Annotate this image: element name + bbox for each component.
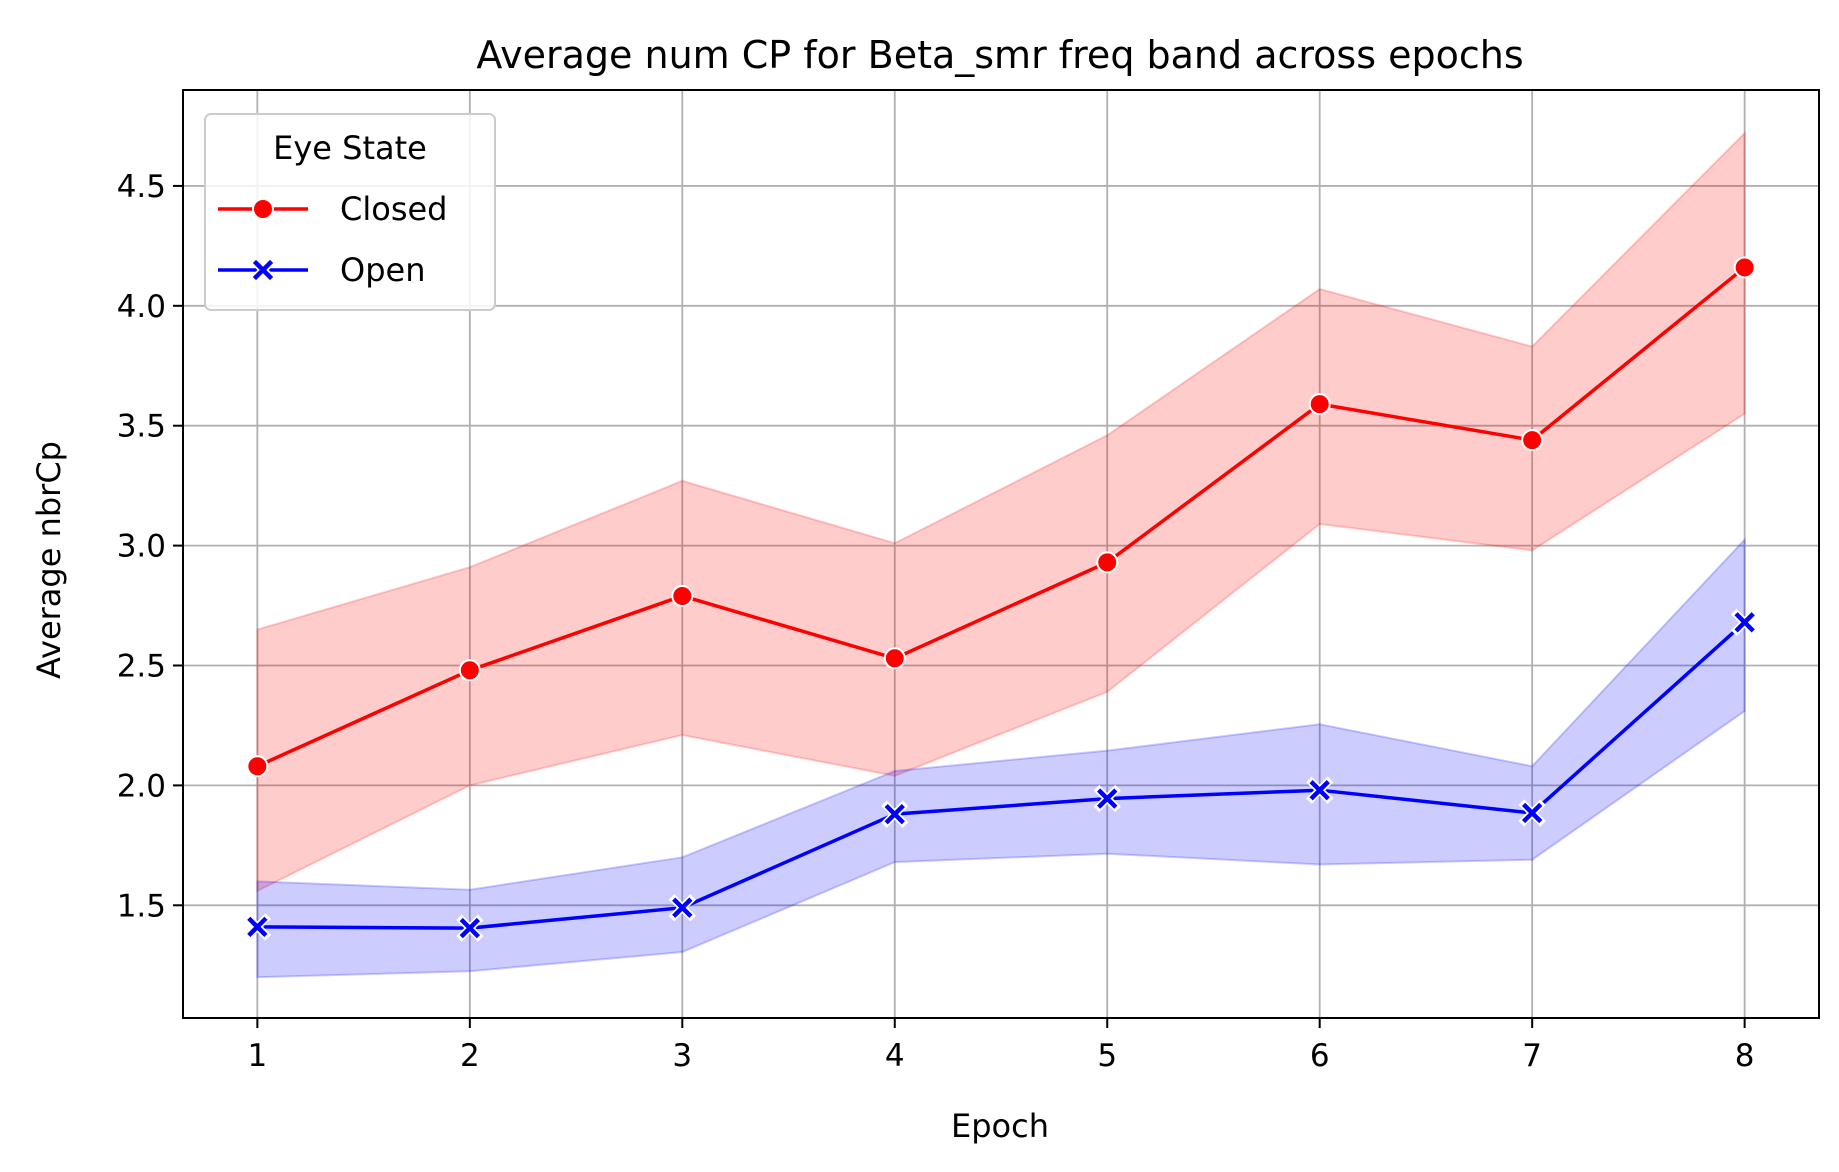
x-tick-label-8: 8 [1735,1038,1755,1074]
point-closed-3 [671,584,694,607]
y-tick-label-6: 4.0 [117,289,166,325]
y-tick-label-4: 3.0 [117,529,166,565]
series-lines [256,266,1746,930]
series-line-closed [256,266,1746,768]
x-axis-label: Epoch [951,1107,1049,1145]
confidence-bands [256,130,1746,979]
grid [183,90,1819,1018]
legend-marker-closed [252,198,274,220]
point-closed-2 [458,659,481,682]
x-tick-label-3: 3 [672,1038,692,1074]
ci-band-closed [256,130,1746,893]
y-tick-label-7: 4.5 [117,169,166,205]
point-closed-6 [1308,393,1331,416]
legend-box [204,113,496,311]
x-tick-label-5: 5 [1097,1038,1117,1074]
series-markers [243,256,1759,942]
point-open-2 [459,917,481,939]
point-open-1 [247,916,268,938]
x-tick-label-4: 4 [885,1038,905,1074]
ci-band-open [256,537,1746,979]
y-tick-label-2: 2.0 [117,768,166,804]
point-open-6 [1309,780,1330,801]
legend-label-open: Open [340,251,425,289]
x-tick-label-1: 1 [247,1038,267,1074]
chart-title: Average num CP for Beta_smr freq band ac… [476,33,1523,77]
point-closed-4 [883,647,906,670]
point-open-7 [1521,802,1543,824]
legend-marker-open [252,259,274,281]
legend-entries: Closed Open [218,190,447,289]
point-open-8 [1734,612,1755,633]
x-tick-label-7: 7 [1522,1038,1542,1074]
x-tick-label-6: 6 [1310,1038,1330,1074]
x-axis-ticks: 1 2 3 4 5 6 7 8 [247,1018,1755,1074]
point-open-5 [1097,788,1118,809]
series-line-open [257,621,1746,930]
legend: Eye State Closed Open [204,113,496,311]
legend-title: Eye State [273,129,427,167]
y-axis-label: Average nbrCp [30,441,68,679]
y-tick-label-5: 3.5 [117,409,166,445]
point-closed-1 [246,755,269,778]
point-open-3 [672,897,693,918]
y-tick-label-1: 1.5 [117,888,166,924]
point-open-4 [884,803,905,825]
y-tick-label-3: 2.5 [117,649,166,685]
x-tick-label-2: 2 [460,1038,480,1074]
plot-frame [182,89,1820,1019]
y-axis-ticks: 1.5 2.0 2.5 3.0 3.5 4.0 4.5 [117,169,183,924]
point-closed-5 [1096,551,1119,574]
point-closed-8 [1733,256,1756,279]
point-closed-7 [1521,429,1544,452]
legend-label-closed: Closed [340,190,447,228]
